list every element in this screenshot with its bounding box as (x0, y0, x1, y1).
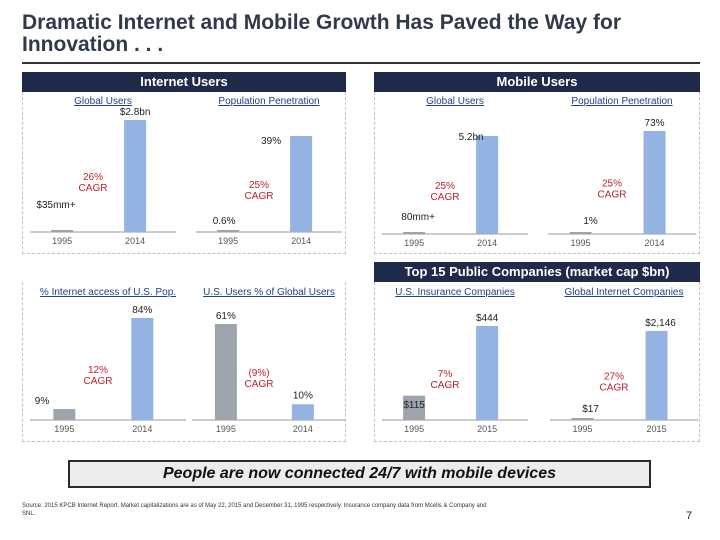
mobile-population-penetration-tick-1995: 1995 (571, 238, 591, 248)
mobile-users-panel (374, 92, 700, 254)
internet-global-users-tick-2014: 2014 (125, 236, 145, 246)
global-internet-companies-cagr-line-1: CAGR (600, 383, 629, 394)
internet-global-users-cagr-line-0: 26% (83, 172, 103, 183)
us-internet-panel (22, 282, 346, 442)
internet-access-us-pop-bar-2014 (131, 318, 154, 420)
us-insurance-companies-value-1995: $115 (403, 400, 425, 411)
mobile-global-users-bar-2014 (476, 136, 499, 234)
internet-access-us-pop-value-2014: 84% (132, 305, 152, 316)
internet-global-users-bar-1995 (51, 230, 74, 232)
us-users-pct-global-tick-1995: 1995 (216, 424, 236, 434)
internet-global-users-title: Global Users (74, 96, 132, 107)
global-internet-companies-tick-2015: 2015 (647, 424, 667, 434)
internet-global-users-value-1995: $35mm+ (36, 200, 75, 211)
internet-access-us-pop-cagr-line-1: CAGR (84, 376, 113, 387)
top15-header: Top 15 Public Companies (market cap $bn) (374, 262, 700, 282)
mobile-global-users-title: Global Users (426, 96, 484, 107)
internet-access-us-pop-bar-1995 (53, 409, 76, 420)
mobile-population-penetration-bar-1995 (569, 232, 592, 234)
us-insurance-companies-cagr-line-1: CAGR (431, 380, 460, 391)
internet-access-us-pop-value-1995: 9% (35, 396, 50, 407)
global-internet-companies-cagr-line-0: 27% (604, 372, 624, 383)
global-internet-companies-value-2015: $2,146 (645, 318, 676, 329)
internet-global-users-cagr-line-1: CAGR (79, 183, 108, 194)
internet-access-us-pop-tick-1995: 1995 (54, 424, 74, 434)
internet-population-penetration-bar-1995 (217, 230, 240, 232)
global-internet-companies-bar-1995 (571, 418, 594, 420)
us-insurance-companies-bar-1995 (403, 395, 426, 420)
mobile-population-penetration-tick-2014: 2014 (645, 238, 665, 248)
mobile-global-users-tick-1995: 1995 (404, 238, 424, 248)
internet-users-panel (22, 92, 346, 254)
us-insurance-companies-tick-1995: 1995 (404, 424, 424, 434)
us-insurance-companies-bar-2015 (476, 326, 499, 420)
us-insurance-companies-title: U.S. Insurance Companies (395, 287, 515, 298)
internet-users-header: Internet Users (22, 72, 346, 92)
internet-global-users-tick-1995: 1995 (52, 236, 72, 246)
mobile-global-users-value-2014: 5.2bn (459, 132, 484, 143)
mobile-population-penetration-title: Population Penetration (571, 96, 672, 107)
us-users-pct-global-bar-2014 (291, 404, 314, 420)
internet-global-users-value-2014: $2.8bn (120, 107, 151, 118)
mobile-users-header: Mobile Users (374, 72, 700, 92)
mobile-population-penetration-value-1995: 1% (583, 216, 598, 227)
internet-population-penetration-value-2014: 39% (261, 136, 281, 147)
us-users-pct-global-bar-1995 (214, 324, 237, 420)
internet-population-penetration-cagr-line-1: CAGR (245, 191, 274, 202)
internet-population-penetration-tick-2014: 2014 (291, 236, 311, 246)
mobile-global-users-cagr-line-0: 25% (435, 181, 455, 192)
mobile-global-users-tick-2014: 2014 (477, 238, 497, 248)
mobile-global-users-value-1995: 80mm+ (401, 212, 435, 223)
internet-population-penetration-value-1995: 0.6% (213, 216, 236, 227)
internet-population-penetration-tick-1995: 1995 (218, 236, 238, 246)
footnote: Source: 2015 KPCB Internet Report. Marke… (22, 503, 487, 517)
us-insurance-companies-value-2015: $444 (476, 313, 499, 324)
us-users-pct-global-value-2014: 10% (293, 390, 313, 401)
mobile-connected-banner: People are now connected 24/7 with mobil… (68, 460, 651, 488)
us-insurance-companies-cagr-line-0: 7% (438, 369, 453, 380)
mobile-global-users-cagr-line-1: CAGR (431, 192, 460, 203)
internet-population-penetration-bar-2014 (290, 136, 313, 232)
mobile-population-penetration-bar-2014 (643, 131, 666, 234)
page-number: 7 (686, 510, 693, 522)
global-internet-companies-title: Global Internet Companies (565, 287, 684, 298)
us-users-pct-global-title: U.S. Users % of Global Users (203, 287, 335, 298)
us-users-pct-global-cagr-line-1: CAGR (245, 379, 274, 390)
internet-population-penetration-cagr-line-0: 25% (249, 180, 269, 191)
internet-access-us-pop-title: % Internet access of U.S. Pop. (40, 287, 176, 298)
mobile-population-penetration-cagr-line-0: 25% (602, 179, 622, 190)
us-users-pct-global-value-1995: 61% (216, 311, 236, 322)
mobile-global-users-bar-1995 (403, 232, 426, 234)
top15-panel (374, 282, 700, 442)
global-internet-companies-value-1995: $17 (582, 404, 599, 415)
internet-access-us-pop-tick-2014: 2014 (132, 424, 152, 434)
us-users-pct-global-tick-2014: 2014 (293, 424, 313, 434)
global-internet-companies-bar-2015 (645, 331, 668, 420)
title-rule (22, 62, 700, 64)
internet-population-penetration-title: Population Penetration (218, 96, 319, 107)
global-internet-companies-tick-1995: 1995 (573, 424, 593, 434)
us-users-pct-global-cagr-line-0: (9%) (248, 368, 269, 379)
us-insurance-companies-tick-2015: 2015 (477, 424, 497, 434)
internet-access-us-pop-cagr-line-0: 12% (88, 365, 108, 376)
mobile-population-penetration-cagr-line-1: CAGR (598, 190, 627, 201)
internet-global-users-bar-2014 (124, 120, 147, 232)
mobile-population-penetration-value-2014: 73% (645, 118, 665, 129)
page-title: Dramatic Internet and Mobile Growth Has … (22, 11, 622, 56)
